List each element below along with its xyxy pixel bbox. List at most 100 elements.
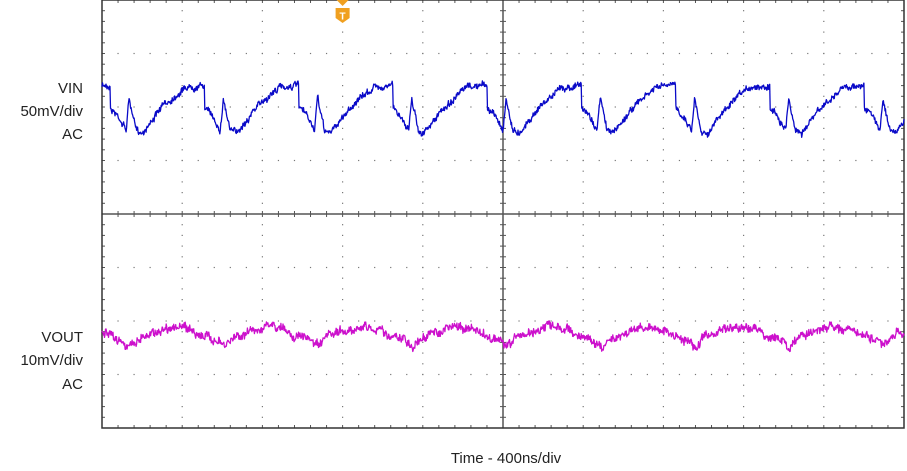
grid-dot xyxy=(823,138,825,140)
grid-dot xyxy=(710,320,713,322)
grid-dot xyxy=(823,352,825,354)
grid-dot xyxy=(422,31,424,33)
grid-dot xyxy=(181,373,183,376)
trigger-shield-icon xyxy=(335,8,350,23)
grid-dot xyxy=(422,363,424,365)
grid-dot xyxy=(261,63,263,65)
grid-dot xyxy=(710,52,713,55)
grid-dot xyxy=(582,85,584,87)
grid-dot xyxy=(662,192,664,194)
grid-dot xyxy=(823,149,825,151)
grid-dot xyxy=(133,320,135,322)
grid-dot xyxy=(743,149,745,151)
grid-dot xyxy=(823,202,825,204)
grid-dot xyxy=(181,395,183,397)
grid-dot xyxy=(743,52,745,55)
traces xyxy=(101,80,905,353)
grid-dot xyxy=(887,52,889,55)
grid-dot xyxy=(342,181,344,183)
grid-dot xyxy=(566,106,568,108)
grid-dot xyxy=(422,395,424,397)
grid-dot xyxy=(454,159,456,162)
grid-dot xyxy=(743,352,745,354)
grid-dot xyxy=(662,256,664,258)
grid-dot xyxy=(133,159,135,162)
grid-dot xyxy=(245,106,247,108)
grid-dot xyxy=(342,363,344,365)
grid-dot xyxy=(261,10,263,12)
grid-dot xyxy=(438,106,440,108)
grid-dot xyxy=(743,63,745,65)
grid-dot xyxy=(855,266,857,269)
grid-dot xyxy=(245,159,247,162)
grid-dot xyxy=(149,373,151,376)
grid-dot xyxy=(358,266,360,269)
grid-dot xyxy=(855,159,857,162)
grid-dot xyxy=(486,373,488,376)
grid-dot xyxy=(582,363,584,365)
grid-dot xyxy=(598,159,600,162)
grid-dot xyxy=(422,299,424,301)
grid-dot xyxy=(342,149,344,151)
grid-dot xyxy=(775,159,777,162)
grid-dot xyxy=(678,266,681,269)
grid-dot xyxy=(678,52,681,55)
grid-dot xyxy=(342,52,344,55)
grid-dot xyxy=(422,373,424,376)
grid-dot xyxy=(165,266,167,269)
grid-dot xyxy=(422,266,424,269)
grid-dot xyxy=(743,85,745,87)
grid-dot xyxy=(550,159,552,162)
vout-trace xyxy=(101,320,905,353)
grid-dot xyxy=(470,373,472,376)
grid-dot xyxy=(390,52,392,55)
grid-dot xyxy=(807,106,809,108)
grid-dot xyxy=(582,31,584,33)
grid-dot xyxy=(743,363,745,365)
grid-dot xyxy=(342,299,344,301)
grid-dot xyxy=(181,320,183,322)
grid-dot xyxy=(823,416,825,418)
x-axis-label: Time - 400ns/div xyxy=(451,450,562,467)
grid-dot xyxy=(743,159,745,162)
grid-dot xyxy=(342,416,344,418)
grid-dot xyxy=(743,406,745,408)
ch2-scale: 10mV/div xyxy=(20,352,83,369)
grid-dot xyxy=(422,331,424,333)
grid-dot xyxy=(518,52,520,55)
plot-border xyxy=(101,0,905,429)
grid-dot xyxy=(743,138,745,140)
grid-dot xyxy=(662,341,664,343)
grid-dot xyxy=(582,277,584,279)
grid-dot xyxy=(406,373,408,376)
grid-dot xyxy=(181,52,183,55)
grid-dot xyxy=(181,384,183,386)
grid-dot xyxy=(149,159,151,162)
grid-dot xyxy=(149,106,151,108)
grid-dot xyxy=(582,63,584,65)
grid-dot xyxy=(406,320,408,322)
grid-dot xyxy=(406,266,408,269)
grid-dot xyxy=(309,159,312,162)
grid-dot xyxy=(117,52,119,55)
grid-dot xyxy=(775,373,777,376)
grid-dot xyxy=(438,159,440,162)
grid-dot xyxy=(582,74,584,76)
grid-dot xyxy=(582,52,584,55)
grid-dot xyxy=(823,245,825,247)
grid-dot xyxy=(165,106,167,108)
grid-dot xyxy=(197,320,199,322)
grid-dot xyxy=(694,266,697,269)
grid-dot xyxy=(406,52,408,55)
grid-dot xyxy=(582,192,584,194)
grid-dot xyxy=(582,245,584,247)
grid-dot xyxy=(342,245,344,247)
grid-dot xyxy=(582,117,584,119)
trigger-marker: T xyxy=(335,0,350,23)
grid-dot xyxy=(181,277,183,279)
grid-dot xyxy=(342,234,344,236)
grid-dot xyxy=(598,266,600,269)
grid-dot xyxy=(181,159,183,162)
grid-dot xyxy=(374,266,376,269)
grid-dot xyxy=(342,127,344,129)
